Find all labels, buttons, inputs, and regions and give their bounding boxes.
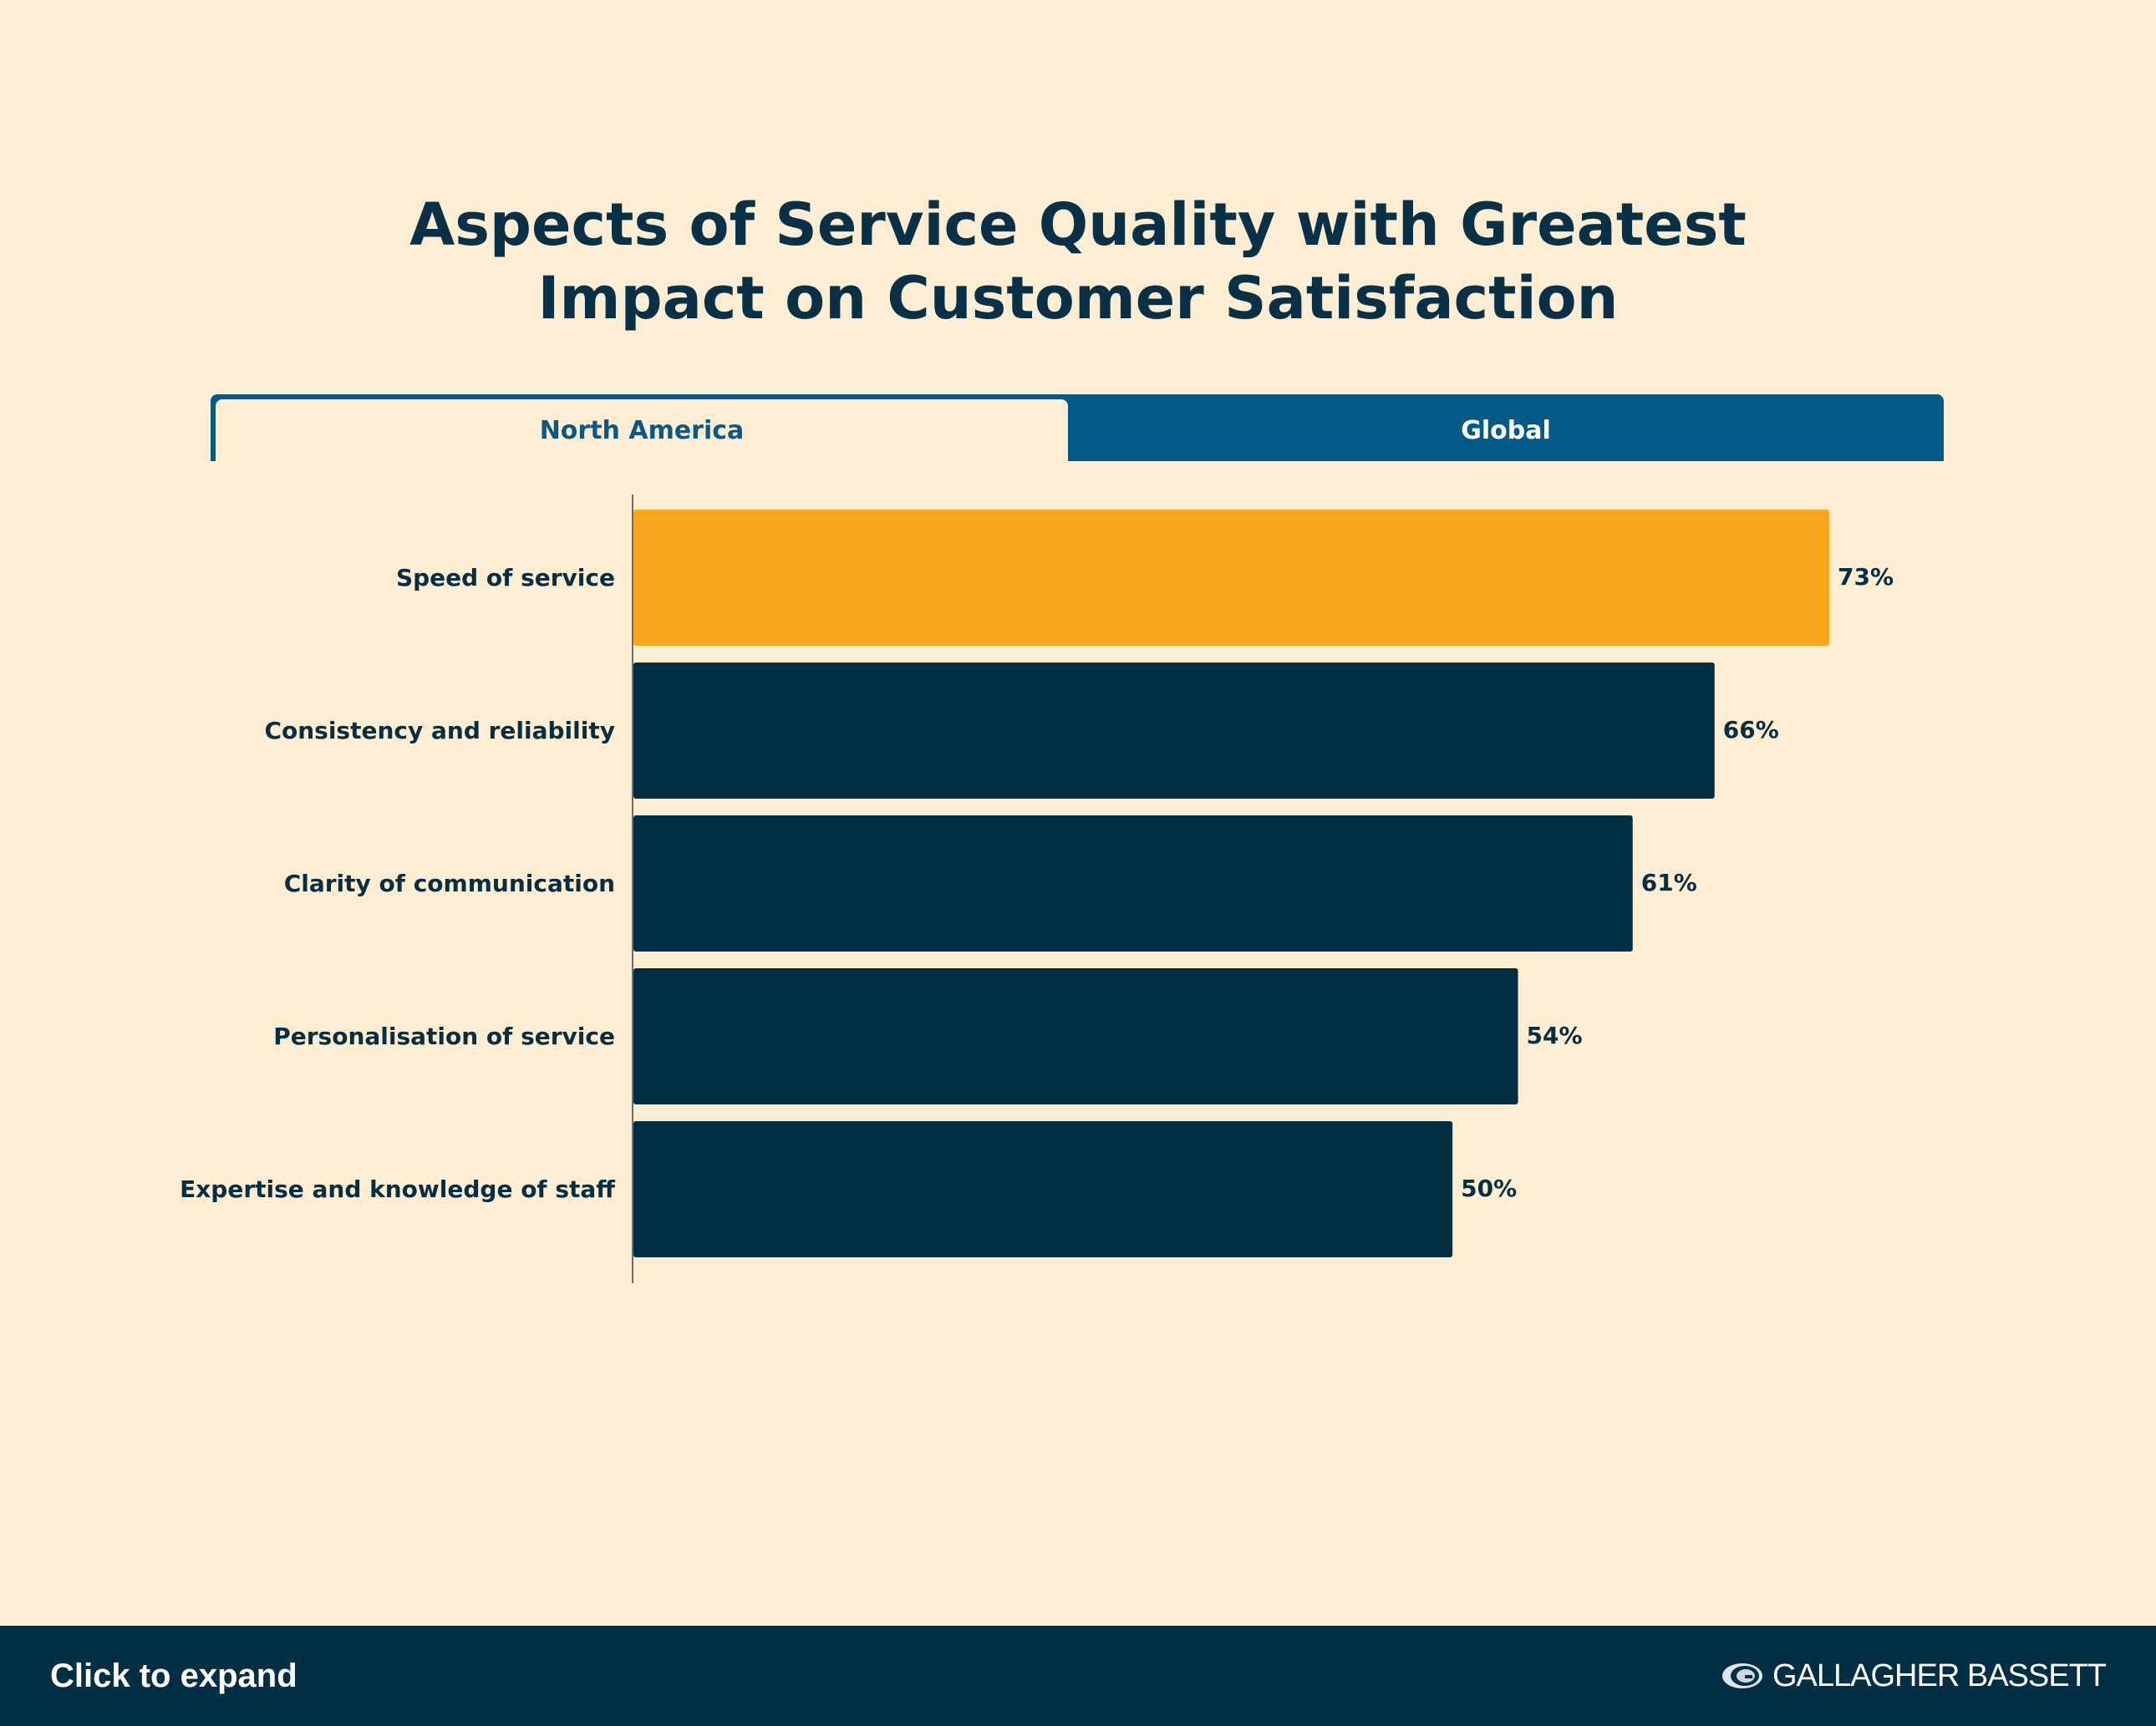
tab-global[interactable]: Global	[1461, 415, 1551, 445]
footer-bar: Click to expand GALLAGHER BASSETT	[0, 1626, 2156, 1726]
region-tabs: North America Global	[211, 394, 1944, 461]
chart-title-line-2: Impact on Customer Satisfaction	[537, 264, 1619, 333]
value-label-4: 50%	[1461, 1175, 1517, 1202]
category-label-0: Speed of service	[396, 564, 615, 591]
category-label-1: Consistency and reliability	[264, 717, 615, 744]
tab-north-america[interactable]: North America	[216, 399, 1068, 461]
value-label-0: 73%	[1838, 563, 1894, 591]
g-globe-logo-icon	[1721, 1663, 1762, 1688]
bar-4	[633, 1121, 1453, 1257]
category-label-2: Clarity of communication	[284, 870, 615, 897]
brand-logo: GALLAGHER BASSETT	[1721, 1626, 2107, 1726]
value-label-3: 54%	[1527, 1022, 1583, 1049]
bar-3	[633, 968, 1518, 1104]
click-to-expand-button[interactable]: Click to expand	[50, 1657, 297, 1694]
bar-0	[633, 510, 1829, 646]
chart-title-line-1: Aspects of Service Quality with Greatest	[409, 190, 1747, 259]
value-label-2: 61%	[1641, 869, 1697, 896]
chart-title: Aspects of Service Quality with Greatest…	[0, 188, 2156, 335]
category-label-4: Expertise and knowledge of staff	[180, 1175, 615, 1203]
brand-name: GALLAGHER BASSETT	[1772, 1657, 2107, 1693]
bar-1	[633, 662, 1715, 799]
category-label-3: Personalisation of service	[273, 1023, 615, 1050]
bar-2	[633, 815, 1633, 952]
value-label-1: 66%	[1723, 716, 1779, 744]
